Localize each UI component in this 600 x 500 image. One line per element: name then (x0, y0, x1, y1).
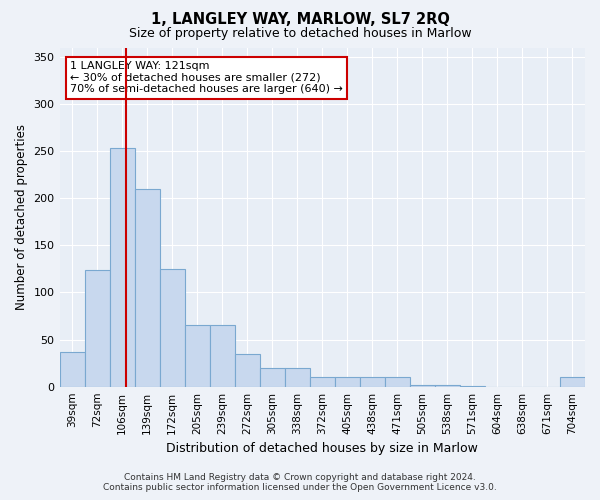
Bar (560, 378, 585, 386)
Y-axis label: Number of detached properties: Number of detached properties (15, 124, 28, 310)
Bar (260, 368, 285, 386)
Bar (310, 378, 335, 386)
Bar (59, 352, 85, 386)
Bar (435, 385, 460, 386)
Bar (235, 354, 260, 386)
Text: 1, LANGLEY WAY, MARLOW, SL7 2RQ: 1, LANGLEY WAY, MARLOW, SL7 2RQ (151, 12, 449, 28)
Bar (160, 269, 185, 386)
Bar (385, 378, 410, 386)
Bar (185, 326, 209, 386)
Text: Contains HM Land Registry data © Crown copyright and database right 2024.
Contai: Contains HM Land Registry data © Crown c… (103, 473, 497, 492)
Bar (209, 326, 235, 386)
Bar (360, 378, 385, 386)
Bar (410, 385, 435, 386)
X-axis label: Distribution of detached houses by size in Marlow: Distribution of detached houses by size … (166, 442, 478, 455)
Bar (110, 148, 134, 386)
Bar (285, 368, 310, 386)
Bar (134, 189, 160, 386)
Bar (85, 270, 110, 386)
Text: 1 LANGLEY WAY: 121sqm
← 30% of detached houses are smaller (272)
70% of semi-det: 1 LANGLEY WAY: 121sqm ← 30% of detached … (70, 61, 343, 94)
Text: Size of property relative to detached houses in Marlow: Size of property relative to detached ho… (128, 28, 472, 40)
Bar (335, 378, 360, 386)
